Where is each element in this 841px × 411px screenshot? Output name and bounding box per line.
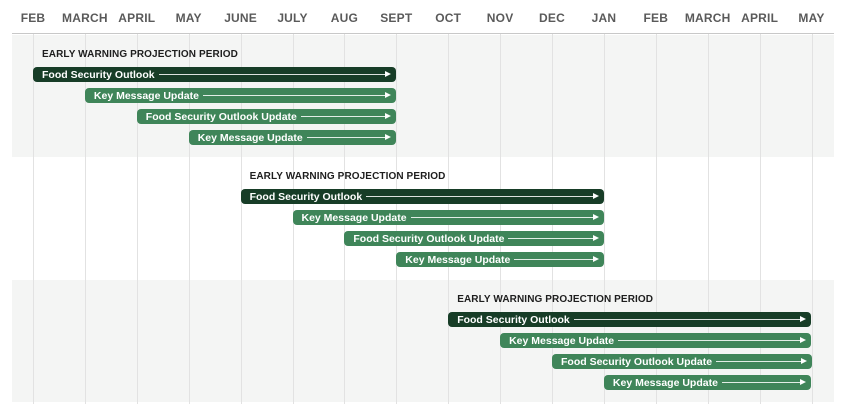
month-label: MARCH [684, 11, 731, 25]
arrow-right-icon [202, 88, 392, 103]
timeline-bar: Key Message Update [603, 375, 812, 390]
bar-label: Food Security Outlook [457, 313, 570, 326]
timeline-bar: Food Security Outlook [240, 189, 604, 204]
bar-label: Food Security Outlook [249, 190, 363, 203]
timeline-bar: Key Message Update [500, 333, 812, 348]
month-label: DEC [539, 11, 565, 25]
timeline-bar: Key Message Update [188, 130, 397, 145]
month-label: OCT [435, 11, 462, 25]
grid-line [760, 34, 761, 404]
timeline-bar: Key Message Update [292, 210, 604, 225]
bar-label: Food Security Outlook [42, 68, 155, 81]
month-label: JAN [591, 11, 617, 25]
arrow-right-icon [716, 354, 807, 369]
grid-line [189, 34, 190, 404]
arrow-right-icon [721, 375, 807, 390]
arrow-right-icon [300, 109, 392, 124]
grid-line [604, 34, 605, 404]
axis-line [12, 33, 834, 34]
grid-line [33, 34, 34, 404]
period-label: EARLY WARNING PROJECTION PERIOD [457, 294, 654, 305]
timeline-bar: Key Message Update [84, 88, 397, 103]
bar-label: Key Message Update [301, 211, 407, 224]
arrow-right-icon [514, 252, 599, 267]
grid-line [812, 34, 813, 404]
arrow-right-icon [410, 210, 600, 225]
bar-label: Key Message Update [93, 89, 199, 102]
grid-line [241, 34, 242, 404]
arrow-right-icon [306, 130, 392, 145]
bar-label: Food Security Outlook Update [353, 232, 505, 245]
arrow-right-icon [618, 333, 807, 348]
grid-line [137, 34, 138, 404]
month-label: JUNE [224, 11, 257, 25]
grid-line [708, 34, 709, 404]
month-label: NOV [486, 11, 514, 25]
month-label: AUG [330, 11, 359, 25]
period-label: EARLY WARNING PROJECTION PERIOD [42, 49, 238, 60]
month-label: FEB [643, 11, 669, 25]
arrow-right-icon [508, 231, 600, 246]
arrow-right-icon [366, 189, 599, 204]
bar-label: Key Message Update [197, 131, 303, 144]
month-label: JULY [277, 11, 308, 25]
timeline-bar: Food Security Outlook Update [344, 231, 604, 246]
month-label: MAY [175, 11, 202, 25]
period-label: EARLY WARNING PROJECTION PERIOD [249, 171, 446, 182]
month-label: MAY [798, 11, 825, 25]
bar-label: Key Message Update [405, 253, 511, 266]
arrow-right-icon [158, 67, 392, 82]
timeline-bar: Food Security Outlook Update [552, 354, 812, 369]
timeline-bar: Key Message Update [396, 252, 604, 267]
timeline-bar: Food Security Outlook [33, 67, 397, 82]
grid-line [656, 34, 657, 404]
bar-label: Food Security Outlook Update [561, 355, 713, 368]
grid-line [85, 34, 86, 404]
month-label: APRIL [741, 11, 779, 25]
month-label: FEB [20, 11, 46, 25]
arrow-right-icon [573, 312, 807, 327]
bar-label: Key Message Update [612, 376, 718, 389]
month-label: APRIL [118, 11, 156, 25]
month-label: SEPT [380, 11, 413, 25]
timeline-bar: Food Security Outlook [448, 312, 812, 327]
month-label: MARCH [62, 11, 108, 25]
bar-label: Food Security Outlook Update [145, 110, 297, 123]
timeline-bar: Food Security Outlook Update [136, 109, 397, 124]
bar-label: Key Message Update [509, 334, 615, 347]
